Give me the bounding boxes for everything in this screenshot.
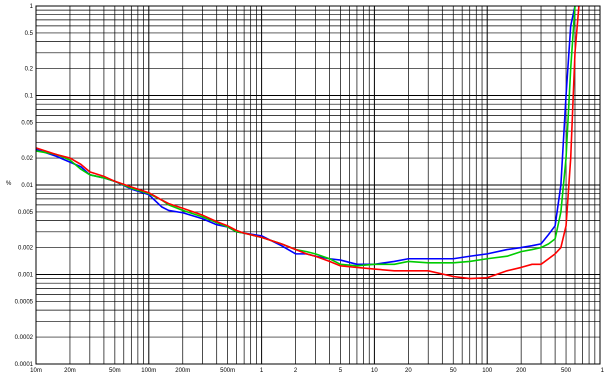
series-layer [35, 5, 580, 280]
x-tick-label: 10m [30, 368, 42, 374]
y-axis-ticks: 1 0.5 0.2 0.1 0.05 0.02 0.01 0.005 0.002 0.001 0.0… [15, 4, 34, 368]
x-tick-label: 10 [371, 368, 378, 374]
plot-frame [35, 5, 601, 365]
x-tick-label: 20m [64, 368, 76, 374]
x-tick-label: 500m [220, 368, 235, 374]
y-tick-label: 0.005 [18, 210, 34, 216]
y-tick-label: 0.2 [25, 67, 34, 73]
y-tick-label: 0.01 [21, 183, 33, 189]
x-tick-label: 200m [175, 368, 190, 374]
x-tick-label: 5 [339, 368, 343, 374]
y-tick-label: 0.02 [21, 156, 33, 162]
y-tick-label: 0.5 [25, 31, 34, 37]
x-tick-label: 20 [405, 368, 412, 374]
x-tick-label: 50 [450, 368, 457, 374]
x-tick-label: 100 [482, 368, 493, 374]
grid [35, 6, 600, 365]
y-tick-label: 0.0005 [15, 299, 34, 305]
x-tick-label: 2 [294, 368, 298, 374]
series-line-3 [35, 5, 580, 280]
y-tick-label: 0.1 [25, 94, 34, 100]
x-tick-label: 500 [561, 368, 572, 374]
y-tick-label: 0.002 [18, 246, 34, 252]
y-tick-label: 0.0002 [15, 335, 34, 341]
x-tick-label: 100m [141, 368, 156, 374]
x-axis-ticks: 10m 20m 50m 100m 200m 500m 1 2 5 10 20 50 100 200 500 1 [30, 368, 604, 374]
x-tick-label: 200 [516, 368, 527, 374]
x-tick-label: 50m [109, 368, 121, 374]
y-axis-label: % [6, 181, 12, 187]
x-tick-label: 1 [601, 368, 605, 374]
y-tick-label: 0.05 [21, 120, 33, 126]
series-line-2 [35, 5, 576, 267]
y-tick-label: 0.001 [18, 273, 34, 279]
x-tick-label: 1 [260, 368, 264, 374]
y-tick-label: 1 [30, 4, 34, 10]
y-tick-label: 0.0001 [15, 362, 34, 368]
